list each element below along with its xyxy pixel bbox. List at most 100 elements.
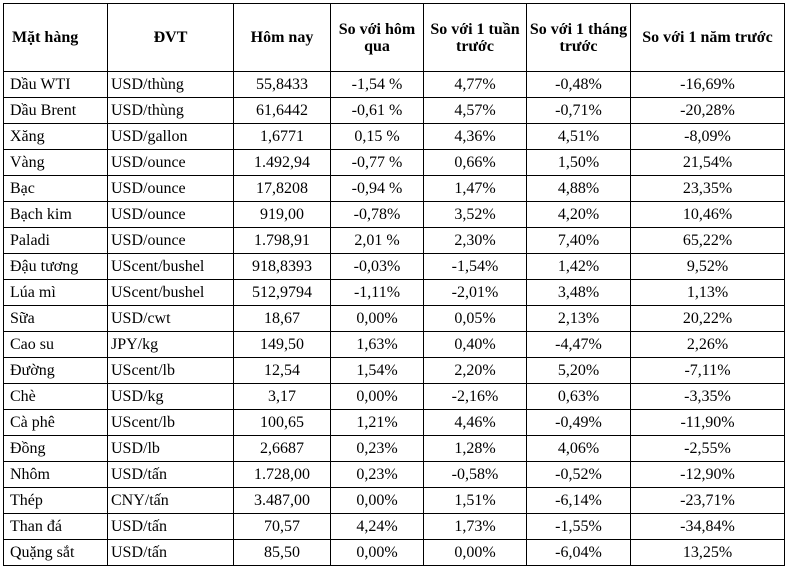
- cell-vs-week: 2,20%: [423, 357, 527, 384]
- cell-vs-week: -2,16%: [423, 383, 527, 410]
- cell-item: Cao su: [3, 331, 108, 358]
- cell-vs-year: 21,54%: [630, 149, 785, 176]
- cell-unit: USD/ounce: [107, 175, 234, 202]
- table-row: Dầu Brent USD/thùng 61,6442 -0,61 % 4,57% -0,…: [3, 97, 785, 124]
- cell-vs-yesterday: 0,00%: [330, 383, 424, 410]
- cell-unit: USD/thùng: [107, 71, 234, 98]
- cell-today: 1.798,91: [233, 227, 331, 254]
- cell-vs-year: -23,71%: [630, 487, 785, 514]
- header-today: Hôm nay: [233, 3, 331, 72]
- cell-vs-yesterday: 4,24%: [330, 513, 424, 540]
- cell-vs-week: 4,46%: [423, 409, 527, 436]
- cell-today: 512,9794: [233, 279, 331, 306]
- cell-item: Sữa: [3, 305, 108, 332]
- cell-item: Than đá: [3, 513, 108, 540]
- cell-vs-week: 0,66%: [423, 149, 527, 176]
- cell-vs-yesterday: -0,77 %: [330, 149, 424, 176]
- cell-unit: USD/gallon: [107, 123, 234, 150]
- cell-today: 85,50: [233, 539, 331, 566]
- cell-unit: USD/lb: [107, 435, 234, 462]
- cell-vs-month: 1,50%: [526, 149, 631, 176]
- cell-vs-yesterday: 1,54%: [330, 357, 424, 384]
- cell-vs-yesterday: -0,78%: [330, 201, 424, 228]
- cell-item: Nhôm: [3, 461, 108, 488]
- cell-vs-week: 0,00%: [423, 539, 527, 566]
- cell-unit: USD/ounce: [107, 149, 234, 176]
- header-vs-month: So với 1 tháng trước: [526, 3, 631, 72]
- cell-vs-year: -11,90%: [630, 409, 785, 436]
- cell-vs-month: 4,20%: [526, 201, 631, 228]
- cell-vs-yesterday: 0,23%: [330, 461, 424, 488]
- cell-item: Đậu tương: [3, 253, 108, 280]
- cell-vs-week: -1,54%: [423, 253, 527, 280]
- cell-vs-yesterday: -0,61 %: [330, 97, 424, 124]
- table-row: Đường UScent/lb 12,54 1,54% 2,20% 5,20% -7,11%: [3, 357, 785, 384]
- cell-today: 100,65: [233, 409, 331, 436]
- cell-vs-year: 23,35%: [630, 175, 785, 202]
- cell-vs-week: 2,30%: [423, 227, 527, 254]
- cell-item: Chè: [3, 383, 108, 410]
- cell-vs-week: 4,57%: [423, 97, 527, 124]
- cell-vs-year: -12,90%: [630, 461, 785, 488]
- cell-item: Paladi: [3, 227, 108, 254]
- cell-unit: USD/thùng: [107, 97, 234, 124]
- cell-today: 12,54: [233, 357, 331, 384]
- cell-item: Xăng: [3, 123, 108, 150]
- cell-vs-week: 0,05%: [423, 305, 527, 332]
- cell-today: 919,00: [233, 201, 331, 228]
- cell-vs-year: -8,09%: [630, 123, 785, 150]
- cell-today: 2,6687: [233, 435, 331, 462]
- cell-vs-week: 1,47%: [423, 175, 527, 202]
- cell-today: 18,67: [233, 305, 331, 332]
- commodity-price-table: Mặt hàng ĐVT Hôm nay So với hôm qua So v…: [3, 3, 785, 566]
- cell-today: 70,57: [233, 513, 331, 540]
- cell-vs-year: 1,13%: [630, 279, 785, 306]
- cell-unit: USD/cwt: [107, 305, 234, 332]
- cell-item: Đồng: [3, 435, 108, 462]
- cell-vs-month: 4,51%: [526, 123, 631, 150]
- cell-unit: USD/ounce: [107, 201, 234, 228]
- cell-today: 3.487,00: [233, 487, 331, 514]
- table-row: Quặng sắt USD/tấn 85,50 0,00% 0,00% -6,04% 13,…: [3, 539, 785, 566]
- cell-vs-month: 2,13%: [526, 305, 631, 332]
- cell-vs-yesterday: -1,11%: [330, 279, 424, 306]
- cell-vs-yesterday: -1,54 %: [330, 71, 424, 98]
- cell-vs-year: -34,84%: [630, 513, 785, 540]
- table-row: Cao su JPY/kg 149,50 1,63% 0,40% -4,47% 2,26%: [3, 331, 785, 358]
- cell-unit: CNY/tấn: [107, 487, 234, 514]
- table-row: Dầu WTI USD/thùng 55,8433 -1,54 % 4,77% -0,48…: [3, 71, 785, 98]
- cell-item: Lúa mì: [3, 279, 108, 306]
- cell-vs-month: -1,55%: [526, 513, 631, 540]
- cell-unit: UScent/lb: [107, 357, 234, 384]
- cell-vs-week: 0,40%: [423, 331, 527, 358]
- cell-unit: USD/kg: [107, 383, 234, 410]
- cell-vs-year: -2,55%: [630, 435, 785, 462]
- header-row: Mặt hàng ĐVT Hôm nay So với hôm qua So v…: [3, 3, 785, 72]
- cell-vs-week: 4,36%: [423, 123, 527, 150]
- cell-unit: UScent/lb: [107, 409, 234, 436]
- cell-vs-yesterday: 0,15 %: [330, 123, 424, 150]
- cell-vs-year: -3,35%: [630, 383, 785, 410]
- table-row: Thép CNY/tấn 3.487,00 0,00% 1,51% -6,14% -23,7…: [3, 487, 785, 514]
- cell-vs-yesterday: 0,00%: [330, 305, 424, 332]
- cell-today: 1.492,94: [233, 149, 331, 176]
- cell-vs-week: 3,52%: [423, 201, 527, 228]
- cell-vs-year: -7,11%: [630, 357, 785, 384]
- table-row: Nhôm USD/tấn 1.728,00 0,23% -0,58% -0,52% -12,…: [3, 461, 785, 488]
- table-row: Bạch kim USD/ounce 919,00 -0,78% 3,52% 4,20% 1…: [3, 201, 785, 228]
- cell-item: Cà phê: [3, 409, 108, 436]
- cell-vs-year: 10,46%: [630, 201, 785, 228]
- cell-item: Bạch kim: [3, 201, 108, 228]
- table-row: Đậu tương UScent/bushel 918,8393 -0,03% -1,5…: [3, 253, 785, 280]
- cell-vs-month: -6,14%: [526, 487, 631, 514]
- cell-vs-year: 65,22%: [630, 227, 785, 254]
- cell-unit: USD/tấn: [107, 513, 234, 540]
- cell-vs-year: 2,26%: [630, 331, 785, 358]
- cell-unit: USD/tấn: [107, 461, 234, 488]
- cell-vs-week: -2,01%: [423, 279, 527, 306]
- header-vs-week: So với 1 tuần trước: [423, 3, 527, 72]
- header-item: Mặt hàng: [3, 3, 108, 72]
- cell-unit: UScent/bushel: [107, 279, 234, 306]
- table-row: Đồng USD/lb 2,6687 0,23% 1,28% 4,06% -2,55%: [3, 435, 785, 462]
- cell-vs-yesterday: 0,00%: [330, 487, 424, 514]
